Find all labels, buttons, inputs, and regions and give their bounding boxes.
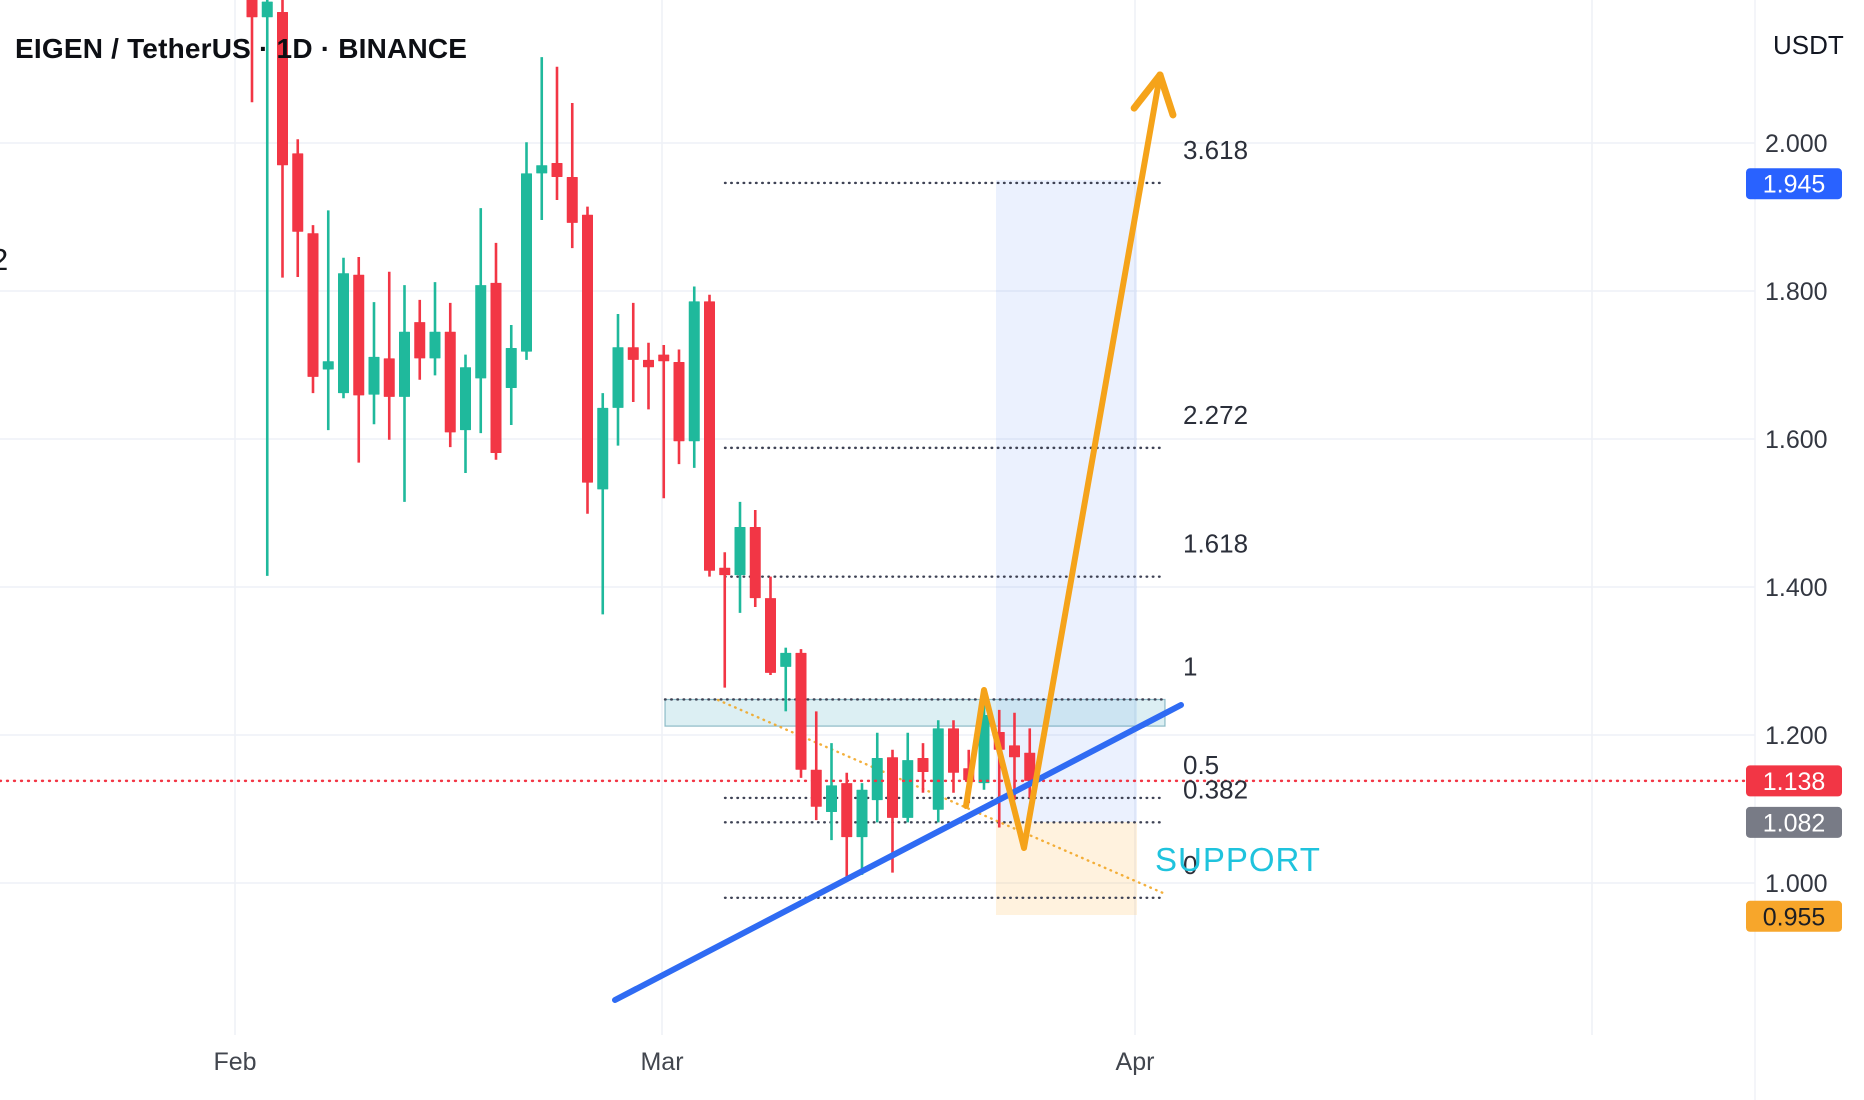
candle-body: [627, 347, 639, 360]
candle-body: [582, 214, 593, 483]
candle-body: [673, 362, 685, 442]
candle-body: [902, 760, 914, 818]
candle-body: [338, 273, 349, 394]
candle-body: [536, 165, 548, 174]
alert-level-badge[interactable]: [1746, 900, 1842, 932]
fib-level-label-0.382: 0.382: [1183, 774, 1248, 804]
candle-body: [460, 367, 471, 431]
symbol-title: EIGEN / TetherUS · 1D · BINANCE: [15, 33, 468, 64]
alert-level-badge-label: 0.955: [1763, 903, 1826, 931]
projection-arrowhead: [1130, 71, 1164, 112]
price-tick-label: 1.800: [1765, 278, 1828, 306]
candle-body: [368, 356, 380, 395]
candle-body: [322, 361, 334, 370]
candle-body: [658, 354, 670, 362]
candle-body: [810, 769, 822, 807]
projection-arrow-path[interactable]: [963, 72, 1163, 851]
price-tick-label: 2.000: [1765, 130, 1828, 158]
price-tick-label: 1.200: [1765, 722, 1828, 750]
candle-body: [414, 322, 426, 359]
fib-level-label-1: 1: [1183, 651, 1197, 681]
candle-body: [719, 567, 731, 576]
candle-body: [597, 407, 609, 490]
fib-extension-badge[interactable]: [1746, 168, 1842, 200]
candle-body: [1024, 752, 1036, 781]
candle-body: [566, 177, 578, 223]
candle-body: [612, 347, 624, 408]
candle-body: [399, 331, 410, 397]
candle-body: [246, 0, 258, 18]
candle-body: [978, 715, 990, 784]
candle-body: [734, 527, 746, 576]
currency-label[interactable]: USDT: [1773, 30, 1844, 60]
fib-level-label-2.272: 2.272: [1183, 400, 1248, 430]
support-annotation: SUPPORT: [1155, 841, 1321, 878]
time-axis-label-apr[interactable]: Apr: [1116, 1048, 1155, 1076]
last-price-badge[interactable]: [1746, 765, 1842, 797]
candle-body: [444, 331, 456, 433]
fib-level-label-1.618: 1.618: [1183, 529, 1248, 559]
candle-body: [841, 783, 853, 838]
support-highlight-band[interactable]: [996, 822, 1137, 915]
candle-body: [948, 728, 959, 773]
candle-body: [887, 757, 898, 818]
candle-body: [307, 233, 319, 377]
left-edge-clipped-text: 2: [0, 242, 8, 278]
candle-body: [551, 162, 563, 178]
candle-body: [277, 12, 288, 166]
price-tick-label: 1.400: [1765, 574, 1828, 602]
time-axis-label-feb[interactable]: Feb: [213, 1048, 256, 1076]
support-trendline[interactable]: [612, 702, 1184, 1003]
candle-body: [688, 301, 700, 442]
fib-extension-badge-label: 1.945: [1763, 171, 1826, 199]
fib-level-label-0.5: 0.5: [1183, 750, 1219, 780]
candle-body: [643, 359, 654, 368]
candle-body: [704, 301, 715, 571]
fib-0382-badge[interactable]: [1746, 806, 1842, 838]
candle-body: [292, 153, 304, 232]
candle-body: [505, 347, 517, 388]
candle-body: [871, 757, 883, 801]
candle-body: [749, 527, 761, 599]
candle-body: [856, 789, 868, 838]
candle-body: [429, 331, 441, 359]
candle-body: [490, 282, 502, 454]
candle-body: [1009, 745, 1020, 758]
candle-body: [353, 274, 365, 396]
candle-body: [765, 598, 776, 673]
candle-body: [475, 285, 487, 379]
last-price-badge-label: 1.138: [1763, 768, 1826, 796]
candle-body: [261, 1, 273, 18]
candle-body: [932, 728, 944, 810]
projection-highlight-band[interactable]: [996, 180, 1137, 822]
candle-body: [383, 358, 395, 397]
price-tick-label: 1.600: [1765, 426, 1828, 454]
time-axis-label-mar[interactable]: Mar: [640, 1048, 683, 1076]
price-tick-label: 1.000: [1765, 870, 1828, 898]
fib-0382-badge-label: 1.082: [1763, 809, 1826, 837]
candle-body: [826, 785, 837, 812]
projection-arrowhead: [1156, 71, 1177, 119]
candle-body: [795, 652, 807, 770]
candle-body: [780, 652, 792, 667]
candle-body: [521, 173, 532, 352]
fib-level-label-0: 0: [1183, 850, 1197, 880]
candle-body: [917, 757, 929, 772]
fib-level-label-3.618: 3.618: [1183, 135, 1248, 165]
resistance-zone[interactable]: [664, 698, 1166, 727]
